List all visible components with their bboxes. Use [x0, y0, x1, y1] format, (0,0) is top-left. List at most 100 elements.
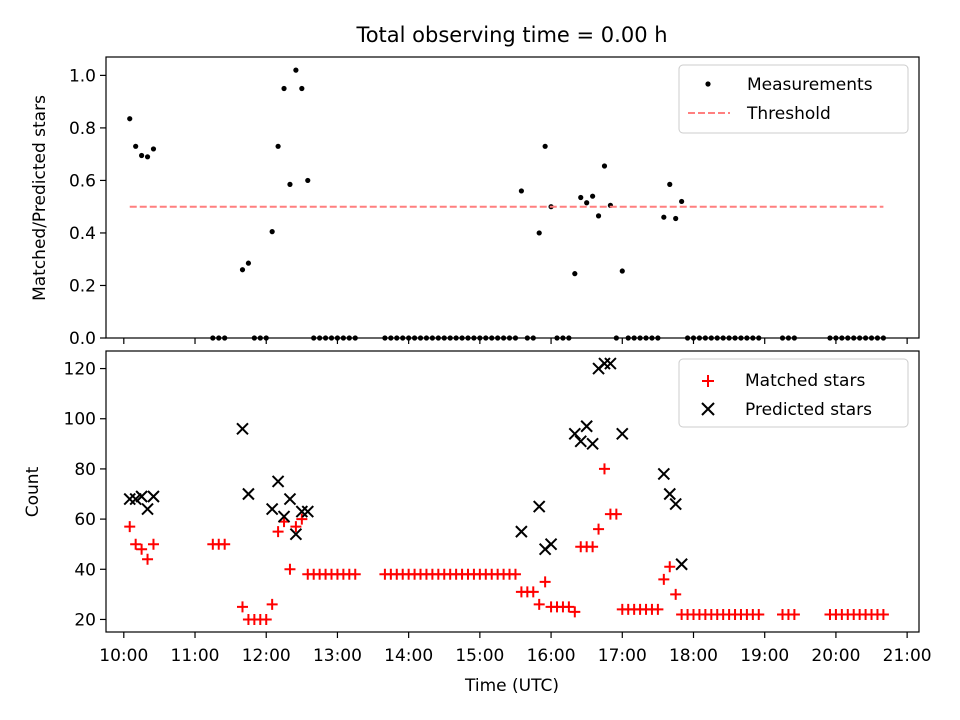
measurement-point	[619, 268, 625, 274]
matched-star-point	[266, 598, 278, 610]
matched-star-point	[652, 603, 664, 615]
measurement-point	[643, 335, 649, 341]
measurement-point	[696, 335, 703, 341]
measurement-point	[459, 335, 465, 341]
measurement-point	[655, 335, 661, 341]
x-tick-label: 18:00	[669, 646, 718, 666]
measurement-point	[429, 335, 435, 341]
measurement-point	[435, 335, 441, 341]
measurement-point	[595, 213, 602, 219]
measurement-point	[269, 229, 275, 235]
matched-star-point	[539, 576, 551, 588]
measurement-point	[417, 335, 424, 341]
top-panel: 0.0 0.2 0.4 0.6 0.8 1.0 Matched/Predicted sta…	[30, 56, 920, 349]
measurement-point	[738, 335, 744, 341]
matched-star-point	[136, 543, 148, 555]
measurement-point	[518, 188, 525, 194]
matched-star-point	[296, 513, 308, 525]
measurement-point	[447, 335, 453, 341]
matched-star-point	[219, 538, 231, 550]
measurement-point	[874, 335, 881, 341]
measurement-point	[845, 335, 851, 341]
top-series-layer	[127, 67, 886, 341]
bottom-legend: Matched stars Predicted stars	[678, 358, 909, 428]
measurement-point	[411, 335, 418, 341]
measurement-point	[400, 335, 406, 341]
matched-star-point	[658, 573, 670, 585]
matched-star-point	[587, 541, 599, 553]
x-tick-label: 10:00	[99, 646, 148, 666]
matched-star-point	[533, 598, 545, 610]
measurement-point	[512, 335, 519, 341]
predicted-star-point	[277, 510, 291, 523]
measurement-point	[744, 335, 750, 341]
measurement-point	[779, 335, 786, 341]
measurement-point	[500, 335, 507, 341]
measurement-point	[263, 335, 269, 341]
measurement-point	[483, 335, 489, 341]
y-tick-label: 0.2	[69, 276, 96, 296]
legend-measurements-label: Measurements	[747, 75, 873, 95]
y-tick-label: 0.8	[69, 119, 96, 139]
legend-matched-label: Matched stars	[745, 371, 865, 391]
bottom-y-axis-label: Count	[23, 466, 43, 517]
matched-star-point	[349, 568, 361, 580]
predicted-star-point	[147, 490, 160, 503]
measurement-point	[311, 335, 317, 341]
y-tick-label: 80	[74, 460, 96, 480]
measurement-point	[251, 335, 257, 341]
x-tick-label: 11:00	[171, 646, 220, 666]
predicted-star-point	[669, 497, 682, 511]
legend-threshold-label: Threshold	[746, 104, 831, 124]
x-tick-label: 19:00	[740, 646, 789, 666]
measurement-point	[637, 335, 643, 341]
measurement-point	[536, 230, 542, 236]
measurement-point	[530, 335, 536, 341]
measurement-point	[144, 154, 151, 160]
predicted-star-point	[544, 537, 558, 551]
predicted-star-point	[657, 467, 671, 481]
measurement-point	[352, 335, 358, 341]
measurement-point	[489, 335, 495, 341]
measurement-point	[322, 335, 329, 341]
matched-star-point	[670, 588, 682, 600]
measurement-point	[590, 193, 596, 199]
predicted-star-point	[598, 357, 611, 370]
measurement-point	[495, 335, 501, 341]
measurement-point	[299, 85, 305, 92]
predicted-star-point	[265, 502, 279, 516]
predicted-star-point	[271, 475, 285, 488]
measurement-point	[216, 335, 222, 341]
measurement-point	[572, 271, 578, 277]
measurement-point	[690, 335, 697, 341]
matched-star-point	[130, 538, 142, 550]
matched-star-point	[593, 523, 605, 535]
measurement-point	[222, 335, 228, 341]
measurement-point	[346, 335, 352, 341]
predicted-star-point	[301, 505, 314, 518]
matched-star-point	[527, 586, 539, 598]
measurement-point	[150, 146, 157, 152]
matched-star-point	[877, 608, 889, 620]
legend-predicted-marker	[701, 402, 715, 416]
measurement-point	[720, 335, 726, 341]
measurement-point	[406, 335, 412, 341]
measurement-point	[441, 335, 447, 341]
predicted-star-point	[580, 420, 593, 433]
x-tick-label: 13:00	[313, 646, 362, 666]
measurement-point	[708, 335, 714, 341]
measurement-point	[560, 335, 566, 341]
measurement-point	[839, 335, 845, 341]
matched-star-point	[569, 606, 581, 618]
measurement-point	[613, 335, 619, 341]
legend-measurements-marker	[705, 81, 711, 87]
measurement-point	[139, 152, 145, 159]
measurement-point	[714, 335, 720, 341]
measurement-point	[880, 335, 886, 341]
measurement-point	[524, 335, 530, 341]
measurement-point	[281, 85, 287, 92]
predicted-star-point	[568, 427, 582, 441]
measurement-point	[833, 335, 839, 341]
measurement-point	[857, 335, 863, 341]
measurement-point	[257, 335, 263, 341]
